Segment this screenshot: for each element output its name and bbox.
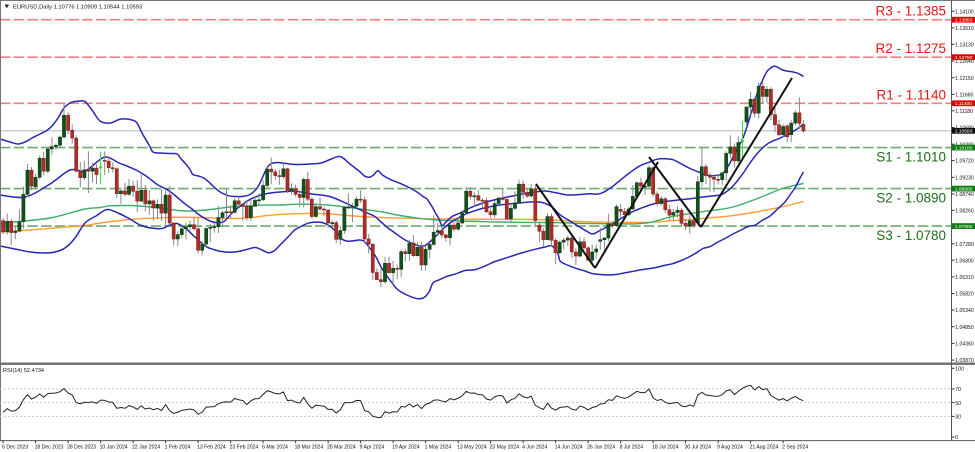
svg-text:1 Feb 2024: 1 Feb 2024 (165, 444, 191, 450)
svg-text:1.06310: 1.06310 (955, 275, 974, 281)
svg-text:1.08900: 1.08900 (955, 187, 973, 193)
svg-text:18 Mar 2024: 18 Mar 2024 (295, 444, 324, 450)
svg-text:EURUSD,Daily 1.10776 1.10909: EURUSD,Daily 1.10776 1.10909 1.10544 1.1… (13, 5, 142, 11)
svg-text:1.11180: 1.11180 (955, 109, 973, 115)
svg-text:8 Jul 2024: 8 Jul 2024 (620, 444, 644, 450)
svg-text:1.11400: 1.11400 (955, 101, 973, 107)
svg-text:1.14100: 1.14100 (955, 9, 974, 15)
svg-text:S3 - 1.0780: S3 - 1.0780 (876, 228, 946, 243)
svg-text:23 Feb 2024: 23 Feb 2024 (230, 444, 259, 450)
svg-text:1.09230: 1.09230 (955, 175, 974, 181)
svg-text:18 Jul 2024: 18 Jul 2024 (652, 444, 679, 450)
svg-text:1.03870: 1.03870 (955, 358, 974, 364)
svg-text:1.05820: 1.05820 (955, 292, 974, 298)
svg-text:S1 - 1.1010: S1 - 1.1010 (876, 150, 946, 165)
svg-text:1.09720: 1.09720 (955, 159, 974, 165)
svg-text:28 Mar 2024: 28 Mar 2024 (327, 444, 356, 450)
svg-text:1.07800: 1.07800 (955, 224, 973, 230)
svg-text:21 Aug 2024: 21 Aug 2024 (750, 444, 779, 450)
svg-text:70: 70 (955, 387, 961, 393)
svg-text:1 May 2024: 1 May 2024 (425, 444, 452, 450)
svg-text:26 Jun 2024: 26 Jun 2024 (587, 444, 615, 450)
svg-text:4 Jun 2024: 4 Jun 2024 (522, 444, 547, 450)
svg-text:6 Mar 2024: 6 Mar 2024 (262, 444, 288, 450)
svg-text:14 Jun 2024: 14 Jun 2024 (555, 444, 583, 450)
svg-text:100: 100 (955, 366, 964, 372)
svg-text:S2 - 1.0890: S2 - 1.0890 (876, 191, 946, 206)
svg-text:1.12150: 1.12150 (955, 76, 974, 82)
svg-text:1.04850: 1.04850 (955, 325, 974, 331)
svg-text:RSI(14) 52.4734: RSI(14) 52.4734 (3, 368, 44, 374)
svg-text:1.10593: 1.10593 (955, 129, 973, 135)
svg-text:1.12640: 1.12640 (955, 59, 974, 65)
svg-text:1.13610: 1.13610 (955, 26, 974, 32)
svg-text:1.13130: 1.13130 (955, 42, 974, 48)
svg-text:23 May 2024: 23 May 2024 (490, 444, 520, 450)
svg-text:1.11660: 1.11660 (955, 93, 973, 99)
svg-text:19 Apr 2024: 19 Apr 2024 (392, 444, 420, 450)
svg-text:28 Dec 2023: 28 Dec 2023 (67, 444, 96, 450)
svg-text:18 Dec 2023: 18 Dec 2023 (35, 444, 64, 450)
svg-text:1.04360: 1.04360 (955, 342, 974, 348)
svg-text:10 Jan 2024: 10 Jan 2024 (100, 444, 128, 450)
svg-text:6 Dec 2023: 6 Dec 2023 (2, 444, 28, 450)
svg-text:1.08260: 1.08260 (955, 209, 974, 215)
svg-text:13 Feb 2024: 13 Feb 2024 (197, 444, 226, 450)
svg-text:9 Apr 2024: 9 Apr 2024 (360, 444, 385, 450)
svg-text:R2 - 1.1275: R2 - 1.1275 (875, 41, 946, 56)
svg-text:1.07280: 1.07280 (955, 242, 974, 248)
svg-text:1.12750: 1.12750 (955, 55, 973, 61)
svg-text:1.10100: 1.10100 (955, 146, 973, 152)
svg-text:1.08740: 1.08740 (955, 192, 974, 198)
svg-text:9 Aug 2024: 9 Aug 2024 (717, 444, 743, 450)
svg-text:R3 - 1.1385: R3 - 1.1385 (875, 4, 946, 19)
svg-text:50: 50 (955, 401, 961, 407)
svg-text:R1 - 1.1140: R1 - 1.1140 (876, 87, 946, 102)
svg-text:0: 0 (955, 435, 958, 441)
svg-text:1.06800: 1.06800 (955, 258, 974, 264)
svg-text:13 May 2024: 13 May 2024 (457, 444, 487, 450)
svg-text:1.13850: 1.13850 (955, 18, 973, 24)
svg-text:30 Jul 2024: 30 Jul 2024 (685, 444, 712, 450)
svg-text:1.05340: 1.05340 (955, 308, 974, 314)
svg-text:30: 30 (955, 415, 961, 421)
svg-text:22 Jan 2024: 22 Jan 2024 (132, 444, 160, 450)
svg-text:2 Sep 2024: 2 Sep 2024 (782, 444, 808, 450)
